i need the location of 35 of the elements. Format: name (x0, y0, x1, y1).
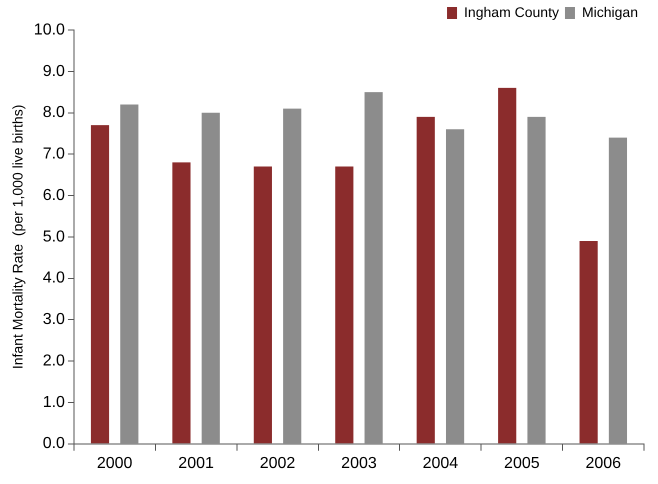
bar (446, 129, 464, 444)
y-tick-label: 8.0 (42, 104, 66, 122)
x-tick-label: 2000 (96, 454, 133, 472)
y-tick-label: 1.0 (42, 394, 66, 411)
bar (527, 116, 546, 444)
x-tick-label: 2003 (341, 454, 377, 472)
y-tick-label: 9.0 (42, 62, 66, 80)
x-tick-label: 2002 (260, 454, 296, 472)
bar (120, 104, 138, 444)
y-tick-label: 4.0 (42, 270, 66, 287)
bar (172, 162, 191, 444)
bar (608, 138, 628, 444)
legend-label: Ingham County (464, 4, 559, 20)
legend-label: Michigan (582, 4, 638, 20)
y-tick-label: 10.0 (34, 21, 66, 38)
bar (335, 166, 354, 444)
x-tick-label: 2006 (585, 454, 622, 472)
y-axis-title: Infant Mortality Rate (per 1,000 live births) (9, 104, 26, 370)
x-tick-label: 2005 (504, 454, 540, 472)
y-tick-label: 5.0 (42, 228, 66, 246)
y-tick-label: 7.0 (42, 146, 66, 163)
bar (364, 92, 383, 444)
y-tick-label: 3.0 (42, 311, 66, 328)
bar (283, 108, 302, 444)
x-tick-label: 2004 (422, 454, 458, 472)
y-tick-label: 0.0 (42, 435, 66, 452)
bar (498, 88, 516, 444)
bar (580, 241, 598, 444)
bar (254, 166, 272, 444)
y-tick-label: 2.0 (42, 352, 66, 370)
bar (202, 112, 220, 444)
bar (90, 125, 110, 444)
x-tick-label: 2001 (178, 454, 214, 472)
y-tick-label: 6.0 (42, 186, 66, 204)
bar (416, 116, 435, 444)
